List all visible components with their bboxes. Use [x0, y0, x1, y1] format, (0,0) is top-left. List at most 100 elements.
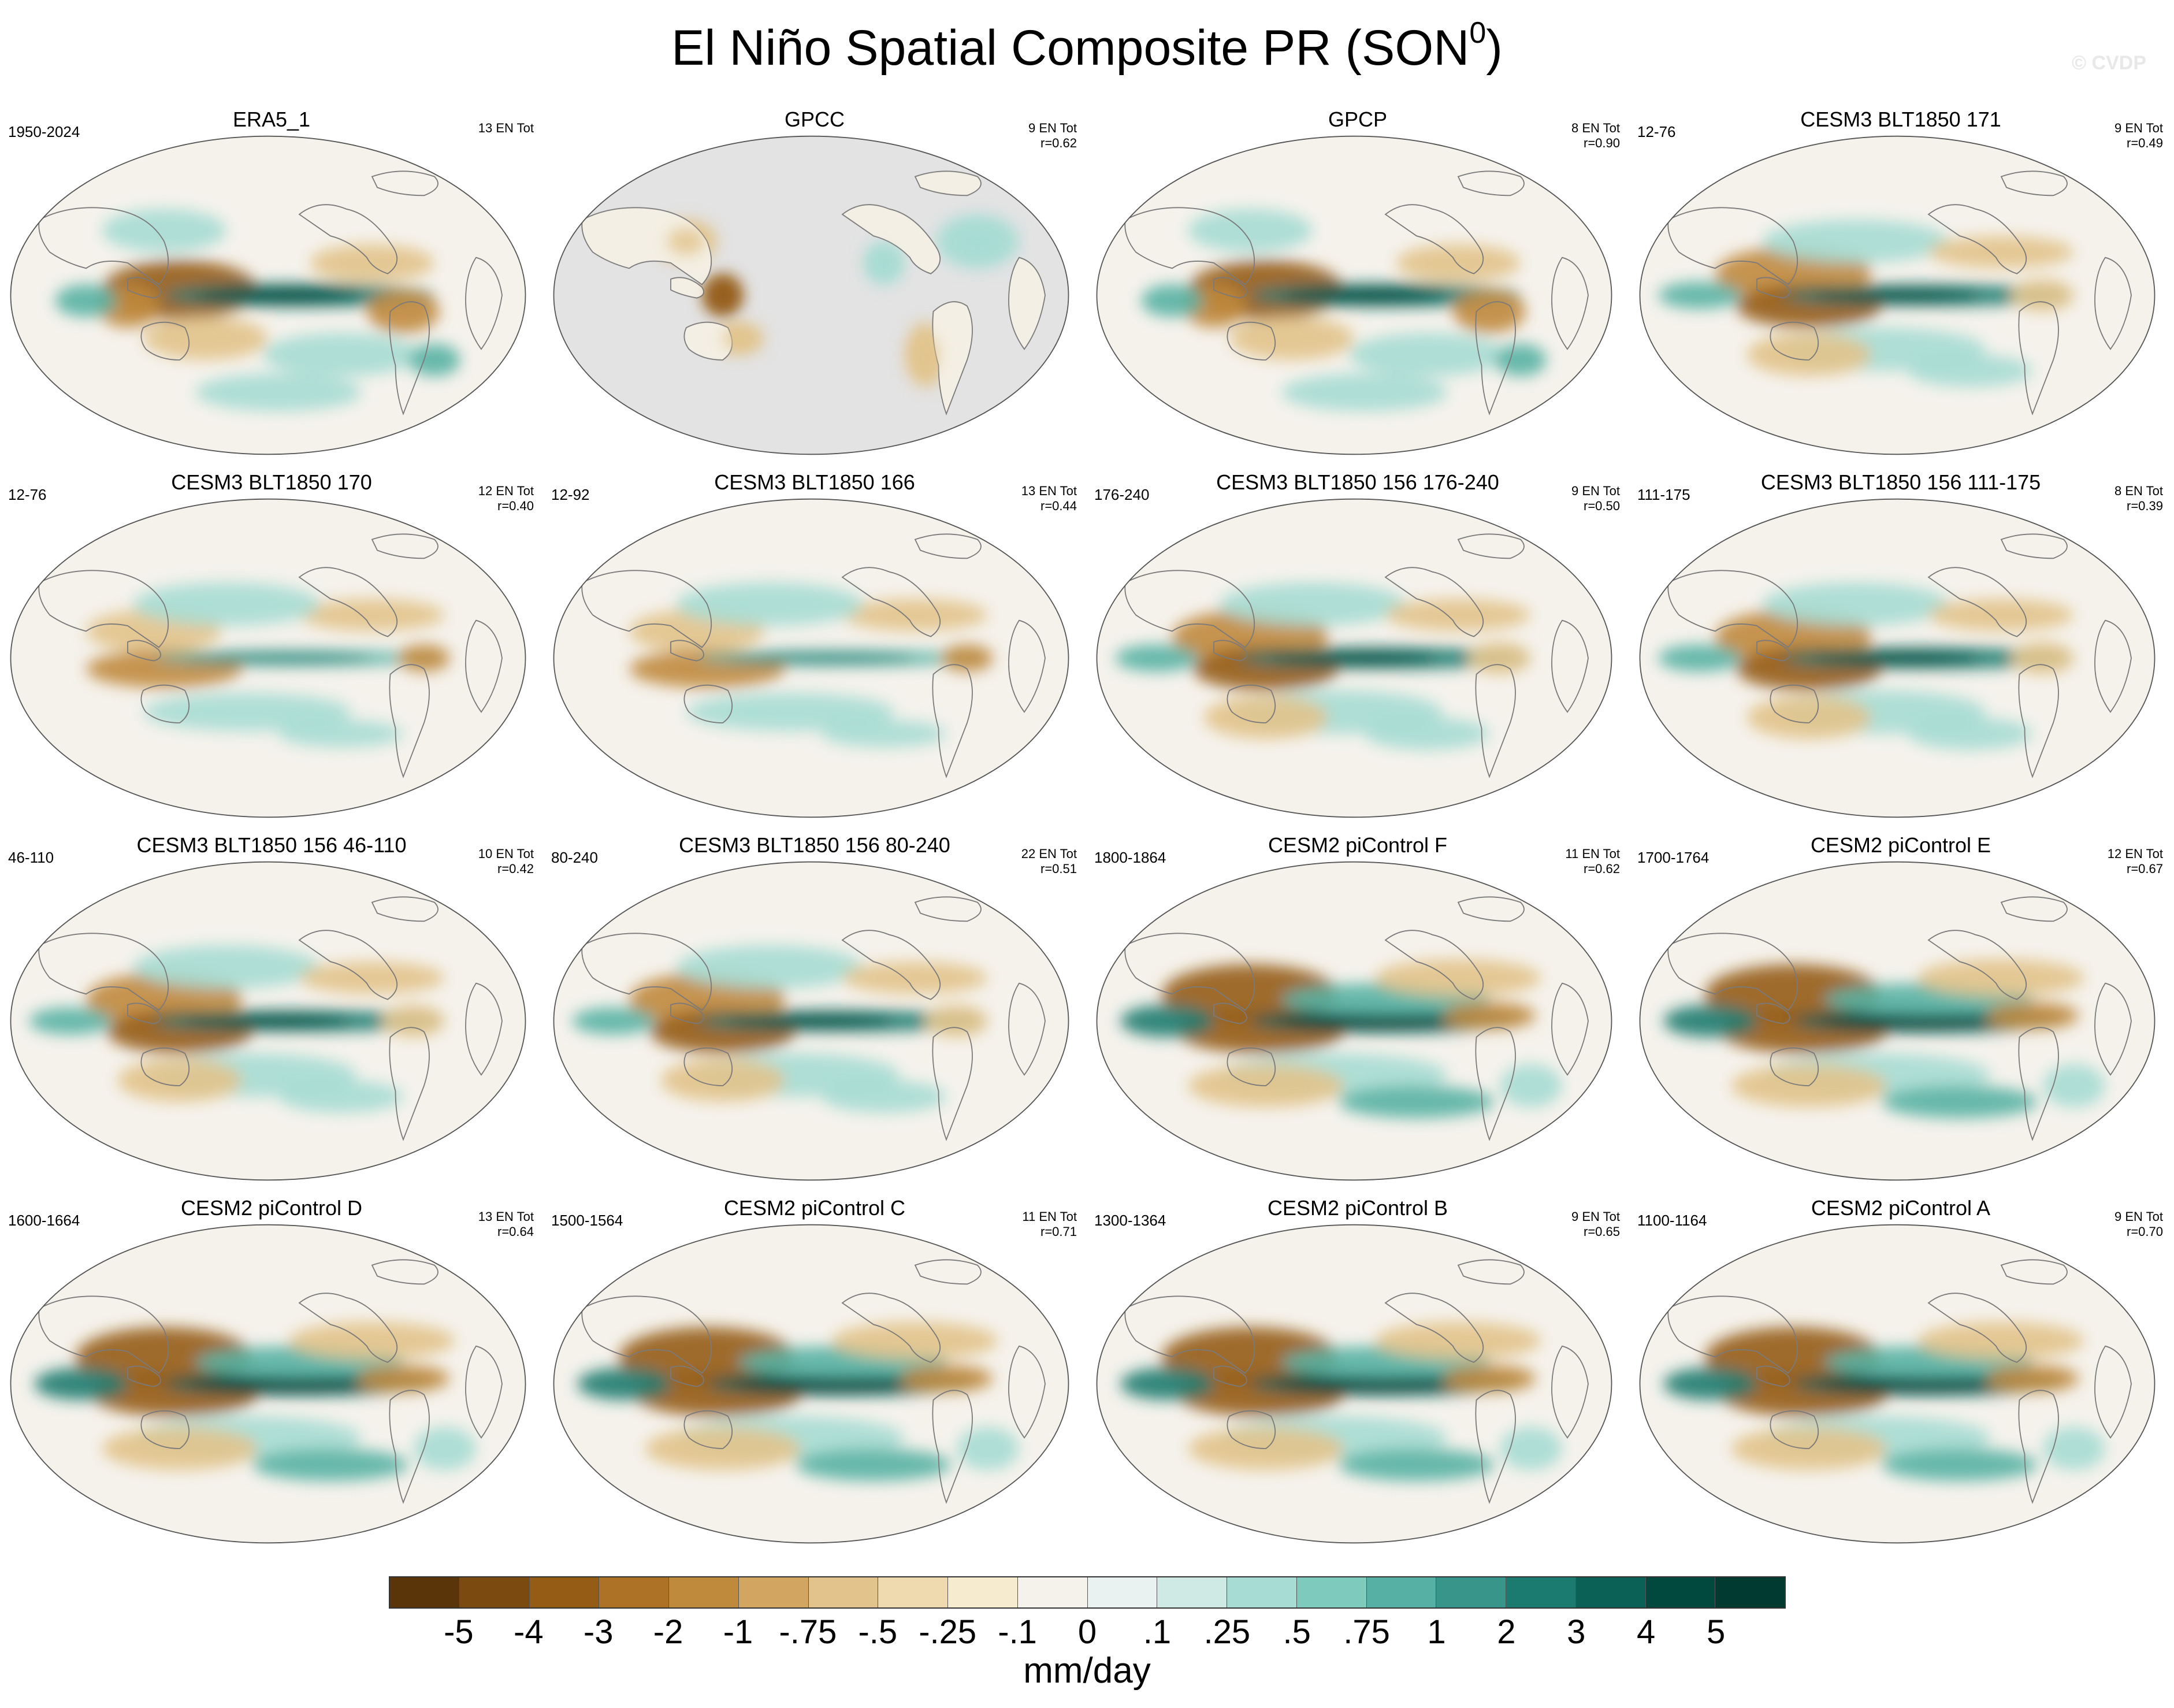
colorbar-tick-labels: -5 -4 -3 -2 -1 -.75 -.5 -.25 -.1 0 .1 .25 .5 .75 1 2 3 4 5	[389, 1612, 1786, 1653]
precip-anomaly-map	[553, 135, 1069, 455]
coastline	[683, 1047, 733, 1086]
anomaly-region	[686, 693, 894, 731]
colorbar-tick-label: -4	[514, 1613, 544, 1651]
figure-title-text: El Niño Spatial Composite PR (SON	[671, 20, 1470, 76]
coastline	[1927, 930, 2027, 1000]
anomaly-region	[1339, 1086, 1495, 1118]
anomaly-region	[1271, 651, 1437, 665]
panel-title: CESM3 BLT1850 156 80-240	[679, 833, 950, 857]
anomaly-region	[728, 653, 915, 663]
panel-pattern-correlation: r=0.90	[1584, 136, 1620, 150]
panel-event-count: 12 EN Tot	[2107, 846, 2163, 861]
coastline	[1227, 1047, 1276, 1086]
panel-period: 1600-1664	[8, 1212, 80, 1229]
panel-period: 80-240	[551, 849, 598, 866]
anomaly-region	[1500, 1064, 1562, 1108]
colorbar-swatch	[1506, 1577, 1576, 1607]
coastline	[2094, 619, 2132, 713]
coastline	[371, 170, 438, 196]
anomaly-region	[1495, 344, 1547, 376]
coastline	[670, 1002, 704, 1024]
coastline	[140, 1047, 190, 1086]
panel-period: 12-92	[551, 486, 590, 503]
anomaly-region	[2043, 1427, 2105, 1471]
coastline	[1756, 277, 1790, 299]
map-border	[1096, 861, 1612, 1181]
map-border	[553, 861, 1069, 1181]
panel-stats: 13 EN Tot r=0.64	[436, 1209, 534, 1239]
coastline	[2000, 170, 2068, 196]
coastline	[1124, 570, 1255, 648]
coastline	[1457, 533, 1525, 559]
map-border	[553, 135, 1069, 455]
precip-anomaly-map	[1639, 498, 2156, 818]
anomaly-region	[1908, 354, 2032, 387]
anomaly-region	[1882, 1086, 2038, 1118]
coastline	[2000, 1259, 2068, 1285]
panel-title: CESM2 piControl F	[1268, 833, 1448, 857]
panel-period: 1100-1164	[1637, 1212, 1707, 1229]
anomaly-region	[367, 289, 440, 333]
anomaly-region	[926, 1005, 988, 1037]
anomaly-region	[117, 1059, 242, 1102]
anomaly-region	[796, 1449, 952, 1481]
anomaly-region	[1188, 209, 1313, 253]
panel-stats: 9 EN Tot r=0.50	[1522, 484, 1620, 514]
coastline	[1384, 930, 1484, 1000]
anomaly-region	[1814, 288, 1980, 302]
coastline	[581, 933, 712, 1011]
anomaly-region	[278, 1080, 403, 1113]
coastline	[371, 896, 438, 922]
anomaly-region	[133, 582, 320, 626]
coastline	[2000, 896, 2068, 922]
anomaly-region	[102, 209, 226, 253]
anomaly-region	[408, 344, 460, 376]
coastline	[2094, 982, 2132, 1076]
panel-period: 1950-2024	[8, 123, 80, 140]
colorbar-tick-label: 0	[1077, 1613, 1097, 1651]
precip-anomaly-map	[10, 1224, 526, 1544]
anomaly-region	[1658, 281, 1741, 309]
coastline	[1124, 1295, 1255, 1374]
coastline	[1008, 1345, 1046, 1439]
panel-pattern-correlation: r=0.64	[497, 1224, 534, 1239]
coastline	[1667, 570, 1798, 648]
coastline	[127, 277, 161, 299]
coastline	[1213, 1365, 1247, 1387]
panel-title: CESM2 piControl C	[723, 1196, 906, 1220]
colorbar-swatch	[1645, 1577, 1716, 1607]
coastline	[914, 533, 982, 559]
anomaly-region	[1663, 1005, 1757, 1037]
anomaly-region	[1663, 1368, 1757, 1400]
panel-event-count: 9 EN Tot	[2114, 1209, 2163, 1224]
panel-pattern-correlation: r=0.42	[497, 862, 534, 876]
coastline	[1756, 1002, 1790, 1024]
panel-period: 1300-1364	[1094, 1212, 1166, 1229]
colorbar-tick-label: -.75	[779, 1613, 837, 1651]
coastline	[841, 567, 941, 637]
coastline	[581, 570, 712, 648]
anomaly-region	[1918, 959, 2084, 997]
panel-stats: 9 EN Tot r=0.65	[1522, 1209, 1620, 1239]
coastline	[914, 170, 982, 196]
panel-event-count: 22 EN Tot	[1021, 846, 1077, 861]
panel-event-count: 12 EN Tot	[478, 484, 534, 498]
anomaly-region	[1219, 582, 1406, 626]
map-panel: CESM2 piControl D 1600-1664 13 EN Tot r=0.6…	[0, 1195, 543, 1554]
coastline	[683, 684, 733, 723]
map-panel: CESM2 piControl E 1700-1764 12 EN Tot r=0.6…	[1629, 833, 2172, 1191]
panel-stats: 12 EN Tot r=0.40	[436, 484, 534, 514]
anomaly-region	[382, 1005, 445, 1037]
coastline	[1475, 1027, 1516, 1141]
panel-event-count: 11 EN Tot	[1022, 1209, 1077, 1224]
anomaly-region	[572, 1007, 655, 1035]
colorbar-swatch	[1157, 1577, 1227, 1607]
anomaly-region	[1819, 1377, 1996, 1391]
coastline	[1551, 257, 1589, 350]
anomaly-region	[1281, 373, 1448, 411]
anomaly-region	[1276, 1014, 1453, 1028]
coastline	[1927, 204, 2027, 274]
anomaly-region	[195, 373, 362, 411]
coastline	[298, 567, 398, 637]
anomaly-region	[185, 1014, 351, 1028]
